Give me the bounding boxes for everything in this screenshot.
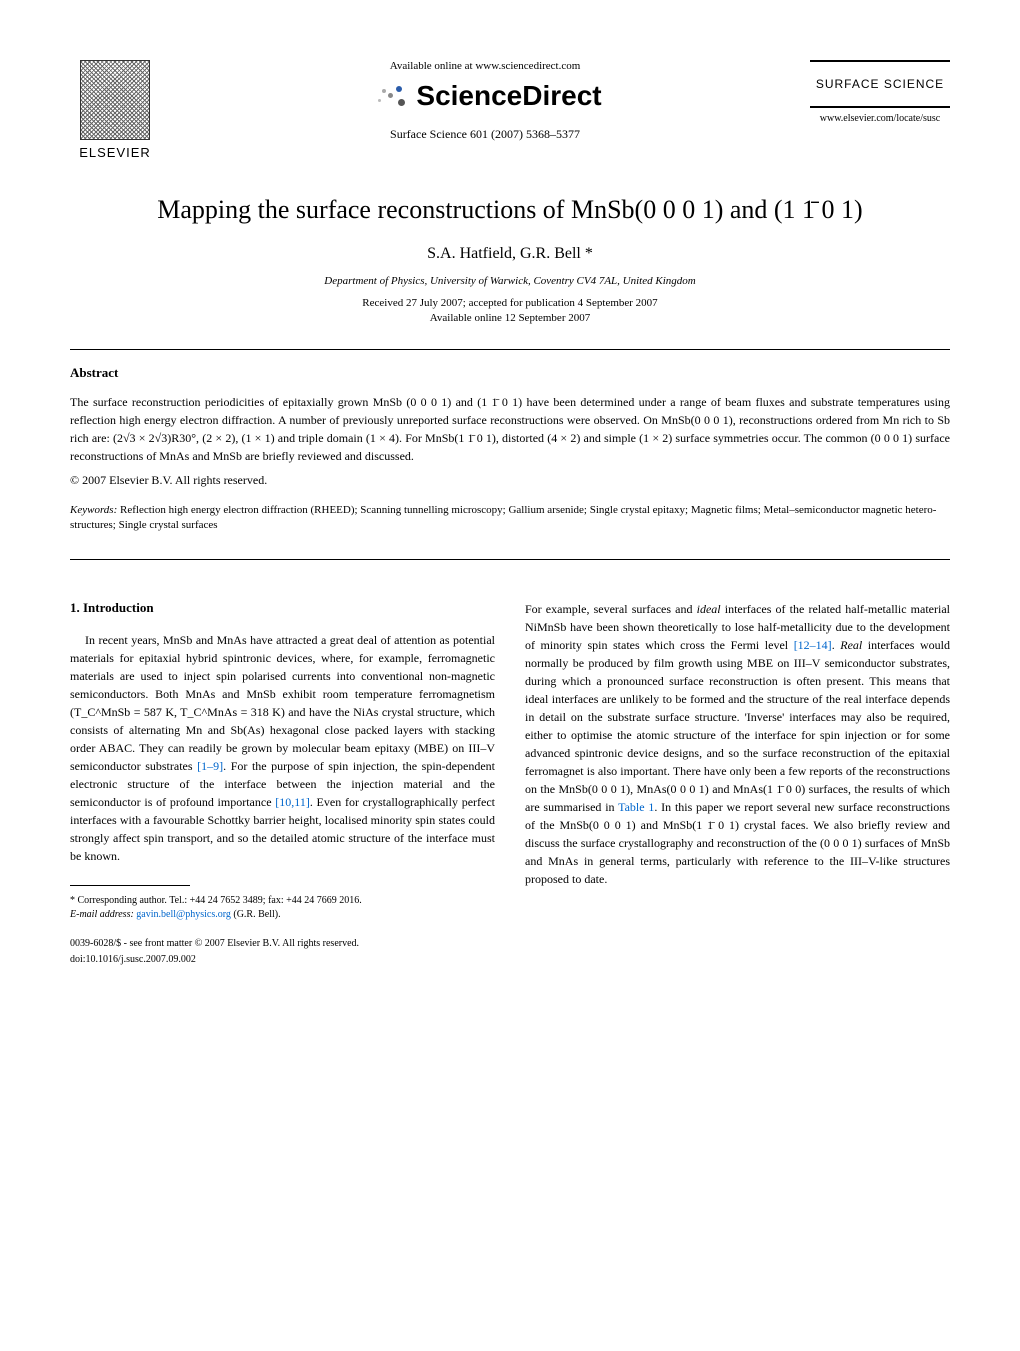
divider-bottom [70, 559, 950, 560]
doi-line: doi:10.1016/j.susc.2007.09.002 [70, 953, 495, 967]
available-date: Available online 12 September 2007 [70, 312, 950, 324]
keywords-label: Keywords: [70, 504, 117, 516]
publisher-name: ELSEVIER [70, 145, 160, 160]
author-email[interactable]: gavin.bell@physics.org [136, 909, 231, 920]
corresponding-author-footnote: * Corresponding author. Tel.: +44 24 765… [70, 894, 495, 908]
email-footnote: E-mail address: gavin.bell@physics.org (… [70, 908, 495, 922]
center-header: Available online at www.sciencedirect.co… [160, 60, 810, 142]
intro-paragraph: In recent years, MnSb and MnAs have attr… [70, 631, 495, 865]
available-online-text: Available online at www.sciencedirect.co… [180, 60, 790, 72]
sciencedirect-icon [368, 81, 408, 111]
journal-box: SURFACE SCIENCE www.elsevier.com/locate/… [810, 60, 950, 124]
abstract-text: The surface reconstruction periodicities… [70, 393, 950, 465]
abstract-copyright: © 2007 Elsevier B.V. All rights reserved… [70, 473, 950, 488]
article-title: Mapping the surface reconstructions of M… [70, 195, 950, 225]
keywords-text: Reflection high energy electron diffract… [70, 504, 936, 531]
footnote-divider [70, 885, 190, 886]
right-column: For example, several surfaces and ideal … [525, 600, 950, 967]
journal-url: www.elsevier.com/locate/susc [810, 113, 950, 124]
abstract-heading: Abstract [70, 365, 950, 381]
affiliation: Department of Physics, University of War… [70, 275, 950, 287]
two-column-body: 1. Introduction In recent years, MnSb an… [70, 600, 950, 967]
received-date: Received 27 July 2007; accepted for publ… [70, 297, 950, 309]
table-1-link[interactable]: Table 1 [618, 800, 654, 814]
journal-box-title: SURFACE SCIENCE [810, 60, 950, 108]
ref-link-12-14[interactable]: [12–14] [794, 638, 832, 652]
platform-logo: ScienceDirect [180, 80, 790, 112]
keywords: Keywords: Reflection high energy electro… [70, 503, 950, 534]
authors: S.A. Hatfield, G.R. Bell * [70, 245, 950, 263]
elsevier-tree-icon [80, 60, 150, 140]
intro-paragraph-continued: For example, several surfaces and ideal … [525, 600, 950, 888]
front-matter-line: 0039-6028/$ - see front matter © 2007 El… [70, 937, 495, 951]
ref-link-10-11[interactable]: [10,11] [275, 795, 310, 809]
ref-link-1-9[interactable]: [1–9] [197, 759, 223, 773]
header-row: ELSEVIER Available online at www.science… [70, 60, 950, 160]
section-1-heading: 1. Introduction [70, 600, 495, 616]
left-column: 1. Introduction In recent years, MnSb an… [70, 600, 495, 967]
publisher-logo: ELSEVIER [70, 60, 160, 160]
journal-reference: Surface Science 601 (2007) 5368–5377 [180, 127, 790, 142]
divider-top [70, 349, 950, 350]
platform-name: ScienceDirect [416, 80, 601, 112]
